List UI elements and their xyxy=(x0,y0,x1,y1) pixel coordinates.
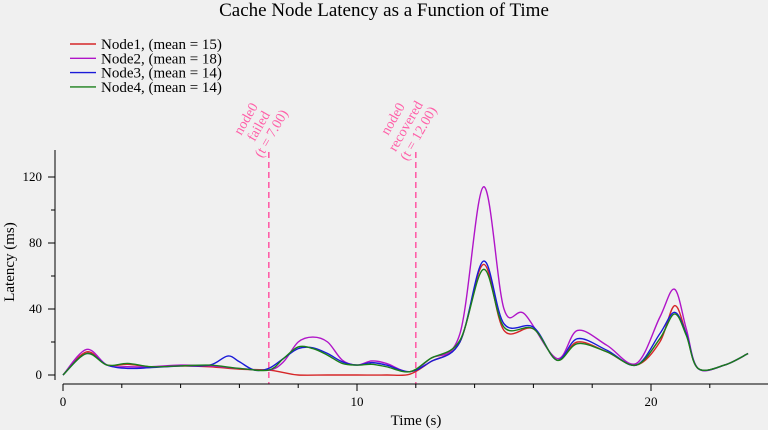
y-tick-label: 80 xyxy=(29,235,42,250)
annotation-label: node0recovered(t = 12.00) xyxy=(372,89,440,163)
y-ticks: 0 40 80 120 xyxy=(23,169,55,382)
legend-label: Node3, (mean = 14) xyxy=(101,66,222,82)
legend: Node1, (mean = 15)Node2, (mean = 18)Node… xyxy=(70,37,222,96)
x-axis-label: Time (s) xyxy=(391,413,442,429)
y-tick-label: 40 xyxy=(29,301,42,316)
series-line-node4 xyxy=(62,268,749,376)
series-line-node2 xyxy=(62,186,749,376)
y-tick-label: 0 xyxy=(36,367,43,382)
annotation-label: node0failed(t = 7.00) xyxy=(227,92,292,160)
axes: 0 10 20 0 40 80 120 xyxy=(23,150,768,409)
x-tick-label: 20 xyxy=(645,394,658,409)
y-tick-label: 120 xyxy=(23,169,43,184)
x-tick-label: 10 xyxy=(351,394,364,409)
legend-label: Node4, (mean = 14) xyxy=(101,80,222,96)
legend-label: Node1, (mean = 15) xyxy=(101,37,222,53)
legend-label: Node2, (mean = 18) xyxy=(101,51,222,67)
x-tick-label: 0 xyxy=(60,394,67,409)
y-axis-label: Latency (ms) xyxy=(2,222,18,302)
series-lines xyxy=(62,186,749,377)
chart-title: Cache Node Latency as a Function of Time xyxy=(219,0,549,21)
x-ticks: 0 10 20 xyxy=(60,384,711,409)
annotations: node0failed(t = 7.00) node0recovered(t = … xyxy=(227,89,441,384)
